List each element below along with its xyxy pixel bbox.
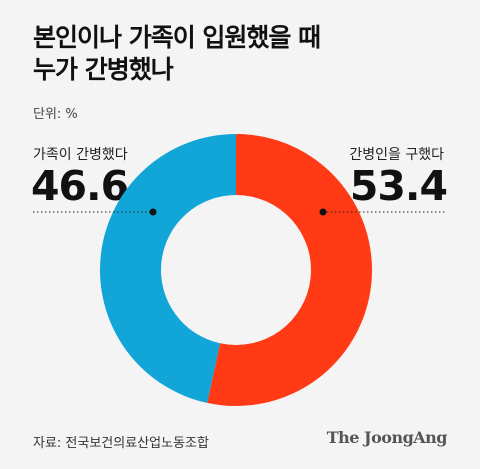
legend-label-hired: 간병인을 구했다 [349,147,444,163]
chart-title: 본인이나 가족이 입원했을 때 누가 간병했나 [33,22,321,86]
value-hired: 53.4 [349,162,448,210]
value-family: 46.6 [31,162,129,210]
leader-dot-hired [319,208,327,216]
title-line-1: 본인이나 가족이 입원했을 때 [33,23,321,52]
brand-logo: The JoongAng [326,428,448,447]
title-line-2: 누가 간병했나 [33,55,174,84]
donut-slice-hired [207,134,372,406]
source-note: 자료: 전국보건의료산업노동조합 [33,436,209,451]
legend-label-family: 가족이 간병했다 [33,147,128,163]
donut-slice-family [99,134,236,403]
unit-label: 단위: % [33,107,78,122]
leader-dot-family [149,208,157,216]
